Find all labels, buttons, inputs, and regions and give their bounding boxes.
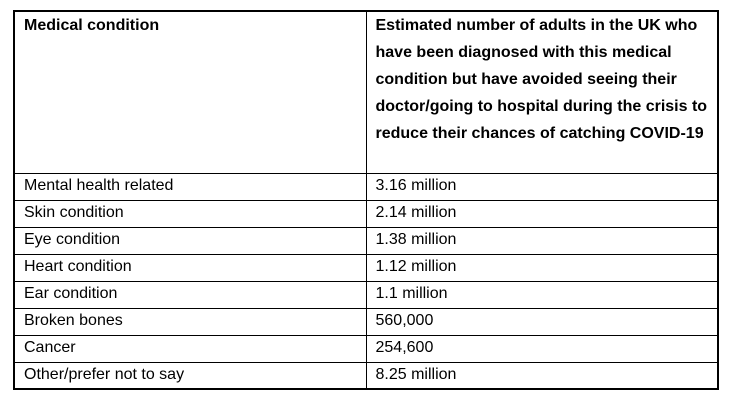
condition-cell: Eye condition	[13, 226, 367, 255]
header-row: Medical condition Estimated number of ad…	[13, 10, 719, 174]
table-row: Ear condition 1.1 million	[13, 280, 719, 309]
table-row: Cancer 254,600	[13, 334, 719, 363]
value-cell: 1.12 million	[365, 253, 719, 282]
value-cell: 1.38 million	[365, 226, 719, 255]
condition-cell: Heart condition	[13, 253, 367, 282]
condition-cell: Other/prefer not to say	[13, 361, 367, 390]
condition-cell: Ear condition	[13, 280, 367, 309]
table-row: Eye condition 1.38 million	[13, 226, 719, 255]
medical-conditions-table-container: Medical condition Estimated number of ad…	[13, 10, 719, 390]
value-cell: 1.1 million	[365, 280, 719, 309]
header-cell-condition: Medical condition	[13, 10, 367, 174]
table-body: Mental health related 3.16 million Skin …	[13, 172, 719, 390]
condition-cell: Broken bones	[13, 307, 367, 336]
condition-cell: Skin condition	[13, 199, 367, 228]
table-header: Medical condition Estimated number of ad…	[13, 10, 719, 174]
table-row: Other/prefer not to say 8.25 million	[13, 361, 719, 390]
value-cell: 2.14 million	[365, 199, 719, 228]
table-row: Skin condition 2.14 million	[13, 199, 719, 228]
condition-cell: Cancer	[13, 334, 367, 363]
medical-conditions-table: Medical condition Estimated number of ad…	[13, 10, 719, 390]
header-cell-estimate: Estimated number of adults in the UK who…	[365, 10, 719, 174]
condition-cell: Mental health related	[13, 172, 367, 201]
value-cell: 3.16 million	[365, 172, 719, 201]
table-row: Heart condition 1.12 million	[13, 253, 719, 282]
value-cell: 254,600	[365, 334, 719, 363]
value-cell: 560,000	[365, 307, 719, 336]
value-cell: 8.25 million	[365, 361, 719, 390]
table-row: Mental health related 3.16 million	[13, 172, 719, 201]
table-row: Broken bones 560,000	[13, 307, 719, 336]
